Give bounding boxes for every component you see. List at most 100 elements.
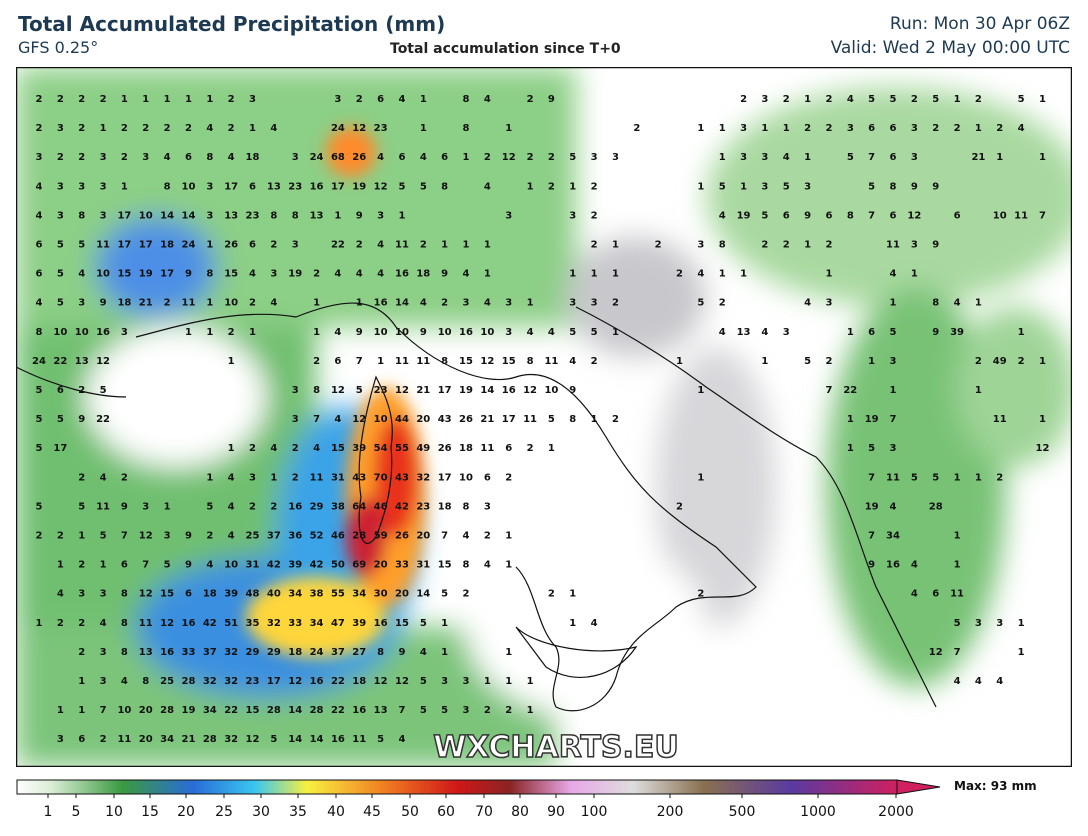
grid-value: 13 [737,327,751,338]
grid-value: 2 [249,443,256,454]
grid-value: 8 [463,94,470,105]
grid-value: 1 [825,269,832,280]
grid-value: 1 [847,443,854,454]
grid-value: 16 [374,298,388,309]
grid-value: 5 [890,327,897,338]
grid-value: 1 [377,356,384,367]
grid-value: 12 [502,152,516,163]
grid-value: 11 [96,240,110,251]
grid-value: 16 [310,181,324,192]
grid-value: 48 [246,589,260,600]
subtitle: Total accumulation since T+0 [390,41,621,57]
grid-value: 26 [395,531,409,542]
grid-value: 2 [270,501,277,512]
grid-value: 1 [676,356,683,367]
grid-value: 16 [160,647,174,658]
grid-value: 43 [438,414,452,425]
grid-value: 32 [224,647,238,658]
grid-value: 9 [356,210,363,221]
grid-value: 5 [57,240,64,251]
colorbar-tick-label: 70 [475,804,493,820]
grid-value: 7 [825,385,832,396]
grid-value: 2 [100,734,107,745]
grid-value: 5 [36,501,43,512]
grid-value: 3 [292,240,299,251]
grid-value: 15 [160,589,174,600]
grid-value: 11 [886,240,900,251]
grid-value: 12 [139,589,153,600]
grid-value: 2 [932,123,939,134]
grid-value: 4 [100,472,107,483]
grid-value: 4 [228,472,235,483]
grid-value: 23 [288,181,302,192]
grid-value: 23 [246,676,260,687]
grid-value: 14 [288,705,302,716]
grid-value: 2 [78,472,85,483]
grid-value: 1 [591,414,598,425]
grid-value: 16 [181,618,195,629]
grid-value: 17 [139,240,153,251]
grid-value: 1 [100,123,107,134]
grid-value: 13 [310,210,324,221]
grid-value: 3 [100,647,107,658]
grid-value: 11 [950,589,964,600]
grid-value: 4 [78,269,85,280]
grid-value: 2 [356,240,363,251]
grid-value: 33 [181,647,195,658]
grid-value: 1 [1039,414,1046,425]
grid-value: 70 [374,472,388,483]
grid-value: 64 [352,501,366,512]
grid-value: 3 [334,94,341,105]
grid-value: 5 [911,472,918,483]
grid-value: 5 [356,385,363,396]
grid-value: 7 [142,560,149,571]
grid-value: 2 [57,152,64,163]
grid-value: 10 [139,210,153,221]
grid-value: 5 [847,152,854,163]
grid-value: 5 [1018,94,1025,105]
grid-value: 10 [224,298,238,309]
grid-value: 1 [804,94,811,105]
grid-value: 37 [203,647,217,658]
grid-value: 42 [267,560,281,571]
grid-value: 7 [356,356,363,367]
grid-value: 28 [267,705,281,716]
grid-value: 18 [117,298,131,309]
grid-value: 1 [206,240,213,251]
grid-value: 2 [676,501,683,512]
grid-value: 1 [847,327,854,338]
grid-value: 5 [548,414,555,425]
grid-value: 4 [334,327,341,338]
grid-value: 44 [395,414,409,425]
grid-value: 4 [377,152,384,163]
grid-value: 1 [463,240,470,251]
grid-value: 20 [416,531,430,542]
grid-value: 2 [313,269,320,280]
grid-value: 32 [416,472,430,483]
grid-value: 3 [612,152,619,163]
grid-value: 4 [420,152,427,163]
grid-value: 6 [890,210,897,221]
grid-value: 3 [206,181,213,192]
grid-value: 11 [352,734,366,745]
grid-value: 39 [352,443,366,454]
grid-value: 38 [310,589,324,600]
grid-value: 15 [502,356,516,367]
grid-value: 16 [395,269,409,280]
grid-value: 23 [416,501,430,512]
grid-value: 1 [441,618,448,629]
grid-value: 6 [868,123,875,134]
grid-value: 3 [740,152,747,163]
grid-value: 1 [954,560,961,571]
grid-value: 16 [459,327,473,338]
grid-value: 11 [993,414,1007,425]
grid-value: 8 [569,414,576,425]
grid-value: 4 [57,589,64,600]
grid-value: 20 [416,414,430,425]
colorbar-tick-label: 1000 [800,804,836,820]
grid-value: 4 [377,240,384,251]
grid-value: 2 [78,123,85,134]
grid-value: 2 [591,240,598,251]
grid-value: 34 [288,589,302,600]
grid-value: 12 [352,414,366,425]
